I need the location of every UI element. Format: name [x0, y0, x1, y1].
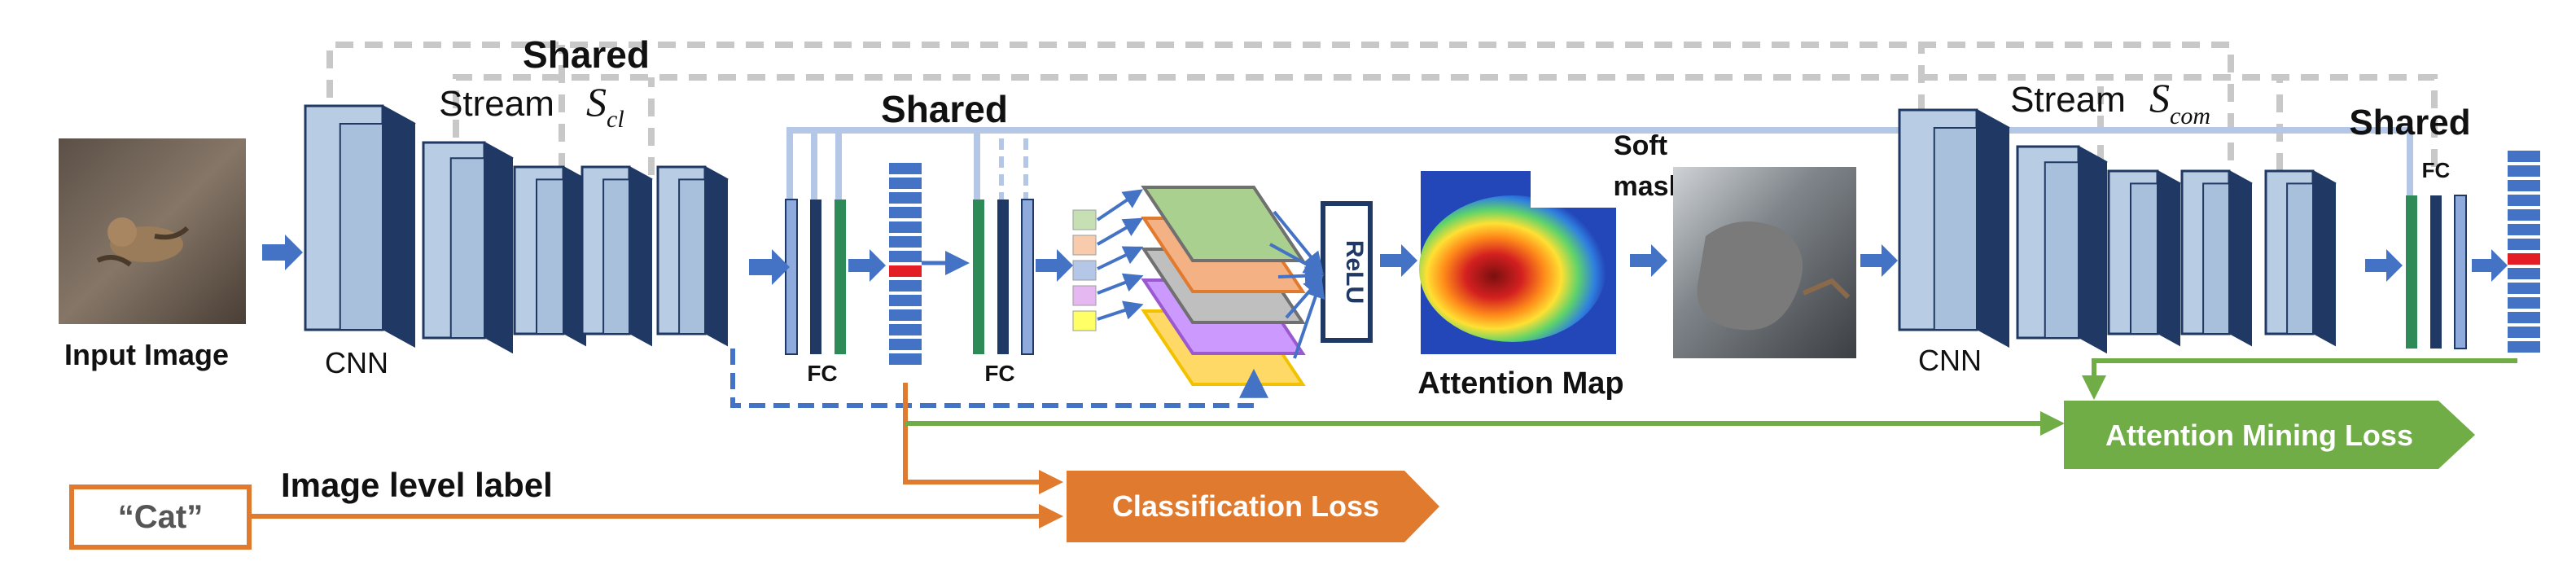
- score-vector-2-cell: [2508, 195, 2540, 206]
- score-vector-1-cell: [889, 295, 922, 306]
- weight-square: [1072, 260, 1097, 281]
- cnn-right-block-3: [2107, 169, 2181, 347]
- score-vector-2-cell: [2508, 283, 2540, 294]
- classification-path: [903, 383, 1063, 494]
- score-vector-1-cell: [889, 280, 922, 292]
- cnn-left-label: CNN: [325, 346, 388, 379]
- cnn-left-block-5: [656, 165, 729, 347]
- score-vector-2-cell: [2508, 327, 2540, 338]
- score-vector-1-cell: [889, 163, 922, 174]
- fc-1-label: FC: [807, 361, 837, 386]
- cnn-right-block-1: [1898, 108, 2010, 348]
- attention-mining-loss-label: Attention Mining Loss: [2105, 419, 2413, 452]
- arrow-fc1-to-vector: [848, 249, 886, 282]
- cnn-left-block-3: [513, 165, 587, 347]
- dashed-feature-passthrough: [730, 349, 1268, 408]
- attention-map-image: [1419, 163, 1620, 354]
- shared-dashed-connections: [326, 42, 2438, 175]
- arrow-masked-to-cnn: [1860, 244, 1898, 277]
- score-vector-1-cell: [889, 339, 922, 350]
- stream-left-subscript: cl: [607, 106, 624, 133]
- weight-square: [1072, 285, 1097, 306]
- score-vector-1-cell: [889, 251, 922, 262]
- arrow-relu-to-map: [1380, 244, 1417, 277]
- shared-top-left-label: Shared: [523, 33, 650, 76]
- score-vector-2-cell: [2508, 209, 2540, 221]
- shared-fc-dashes: [787, 130, 1028, 200]
- score-vector-1-cell: [889, 178, 922, 189]
- class-score-vector-2: [2508, 151, 2540, 353]
- cat-label-text: “Cat”: [118, 499, 203, 535]
- attention-mining-loss-box: [2064, 401, 2475, 469]
- score-vector-1-cell: [889, 265, 922, 277]
- score-vector-2-cell: [2508, 224, 2540, 235]
- stream-right-symbol: S: [2149, 75, 2170, 121]
- cnn-left-stack: [304, 104, 729, 354]
- score-vector-2-cell: [2508, 268, 2540, 279]
- score-vector-2-cell: [2508, 312, 2540, 323]
- cnn-left-block-4: [580, 165, 653, 347]
- input-image-caption: Input Image: [64, 338, 229, 371]
- score-vector-1-cell: [889, 207, 922, 218]
- masked-image: [1673, 167, 1856, 358]
- attention-mining-path-2: [2082, 358, 2517, 400]
- arrow-fc3-to-vector: [2472, 249, 2508, 282]
- cat-label-box: [69, 484, 252, 550]
- soft-mask-line-1: Soft: [1614, 130, 1667, 161]
- maps-to-relu-arrows: [1269, 210, 1325, 359]
- score-vector-2-cell: [2508, 151, 2540, 162]
- stream-left-symbol: S: [586, 79, 607, 125]
- class-weight-squares: [1072, 209, 1097, 331]
- fc-group-3: [2406, 195, 2467, 349]
- cnn-left-block-2: [422, 141, 514, 354]
- image-level-label-caption: Image level label: [281, 466, 553, 504]
- score-vector-1-cell: [889, 192, 922, 204]
- score-vector-1-cell: [889, 324, 922, 335]
- class-score-vector-1: [889, 163, 922, 365]
- weight-square: [1072, 310, 1097, 331]
- cnn-right-block-5: [2264, 169, 2337, 347]
- attention-map-caption: Attention Map: [1417, 366, 1623, 401]
- forward-arrows: [262, 235, 2508, 285]
- fc-2-label: FC: [984, 361, 1014, 386]
- score-vector-1-cell: [889, 221, 922, 233]
- arrow-cnn-to-fc3: [2365, 249, 2403, 282]
- relu-label: ReLU: [1341, 240, 1368, 304]
- cnn-right-label: CNN: [1918, 344, 1982, 377]
- arrow-map-to-masked: [1630, 244, 1667, 277]
- arrow-input-to-cnn: [262, 235, 303, 270]
- score-vector-2-cell: [2508, 180, 2540, 191]
- score-vector-2-cell: [2508, 341, 2540, 353]
- weight-square: [1072, 235, 1097, 256]
- fc-group-2: [973, 199, 1034, 355]
- weight-square: [1072, 209, 1097, 230]
- score-vector-2-cell: [2508, 239, 2540, 250]
- score-vector-1-cell: [889, 236, 922, 248]
- score-vector-1-cell: [889, 309, 922, 321]
- cnn-right-block-4: [2180, 169, 2253, 347]
- score-vector-2-cell: [2508, 165, 2540, 177]
- shared-right-label: Shared: [2349, 103, 2470, 142]
- stream-right-subscript: com: [2170, 103, 2210, 129]
- input-image: [59, 138, 246, 324]
- classification-loss-label: Classification Loss: [1112, 489, 1379, 523]
- cnn-right-stack: [1898, 108, 2337, 354]
- fc-group-1: [785, 199, 846, 355]
- shared-mid-label: Shared: [881, 88, 1008, 130]
- soft-mask-line-2: mask: [1614, 171, 1684, 202]
- fc-3-label: FC: [2422, 158, 2451, 182]
- arrow-cnn-to-fc1: [749, 249, 790, 285]
- cnn-left-block-1: [304, 104, 416, 348]
- stream-left-word: Stream: [439, 84, 554, 124]
- classification-loss-box: [1067, 471, 1439, 542]
- cnn-right-block-2: [2016, 145, 2108, 354]
- score-vector-2-cell: [2508, 297, 2540, 309]
- arrow-fc2-to-squares: [1036, 249, 1073, 282]
- score-vector-2-cell: [2508, 253, 2540, 265]
- stream-right-word: Stream: [2010, 80, 2126, 120]
- squares-to-maps-arrows: [1096, 189, 1144, 321]
- score-vector-1-cell: [889, 353, 922, 365]
